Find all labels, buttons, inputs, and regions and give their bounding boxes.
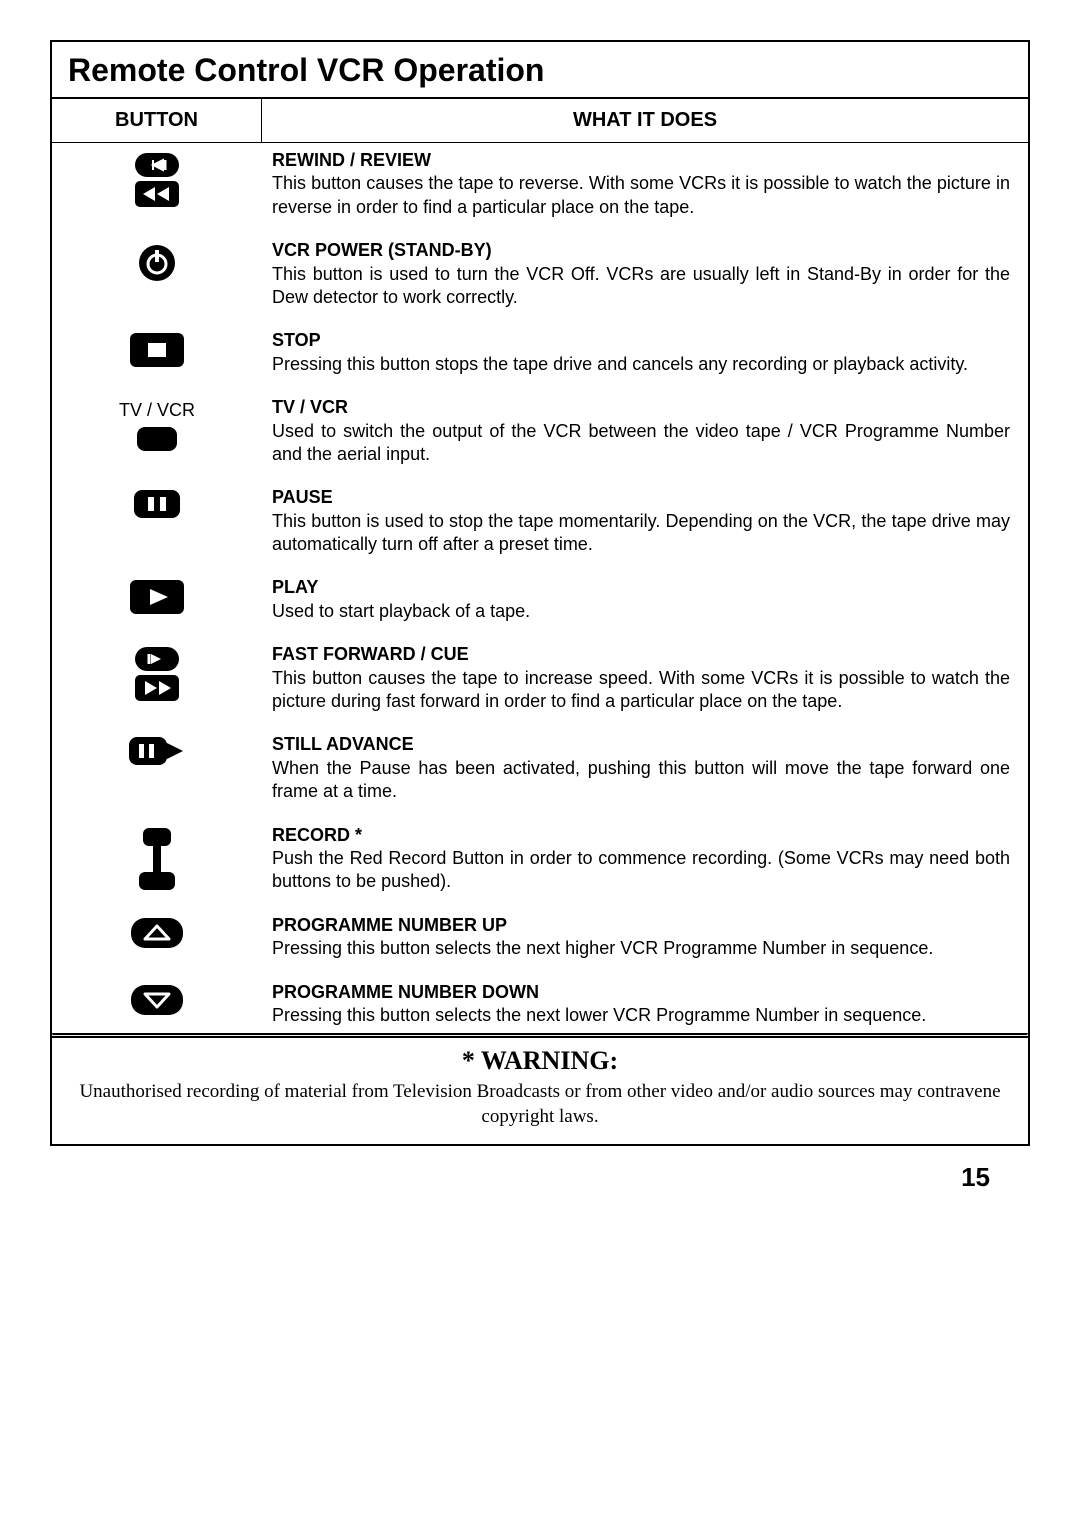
still-advance-icon xyxy=(129,737,185,765)
header-button: BUTTON xyxy=(52,99,262,142)
function-title: PLAY xyxy=(272,577,318,597)
play-icon xyxy=(130,580,184,614)
table-row: STOP Pressing this button stops the tape… xyxy=(52,323,1028,390)
function-desc: Used to start playback of a tape. xyxy=(272,601,530,621)
divider xyxy=(52,1033,1028,1036)
function-title: PROGRAMME NUMBER UP xyxy=(272,915,507,935)
function-title: FAST FORWARD / CUE xyxy=(272,644,469,664)
power-icon xyxy=(137,243,177,283)
ff-pill-icon xyxy=(135,647,179,671)
record-icon xyxy=(139,828,175,890)
page-number: 15 xyxy=(50,1146,1030,1193)
table-row: VCR POWER (STAND-BY) This button is used… xyxy=(52,233,1028,323)
manual-page: Remote Control VCR Operation BUTTON WHAT… xyxy=(50,40,1030,1038)
tvvcr-text-label: TV / VCR xyxy=(119,400,195,421)
table-row: REWIND / REVIEW This button causes the t… xyxy=(52,143,1028,233)
table-header-row: BUTTON WHAT IT DOES xyxy=(52,99,1028,143)
function-title: PAUSE xyxy=(272,487,333,507)
warning-text: Unauthorised recording of material from … xyxy=(72,1080,1008,1129)
function-desc: This button causes the tape to increase … xyxy=(272,668,1010,711)
function-title: PROGRAMME NUMBER DOWN xyxy=(272,982,539,1002)
table-row: PLAY Used to start playback of a tape. xyxy=(52,570,1028,637)
table-row: FAST FORWARD / CUE This button causes th… xyxy=(52,637,1028,727)
tvvcr-button-icon xyxy=(137,427,177,451)
table-row: STILL ADVANCE When the Pause has been ac… xyxy=(52,727,1028,817)
function-title: VCR POWER (STAND-BY) xyxy=(272,240,492,260)
rewind-pill-icon xyxy=(135,153,179,177)
prog-down-icon xyxy=(131,985,183,1015)
page-title: Remote Control VCR Operation xyxy=(52,42,1028,99)
function-desc: Used to switch the output of the VCR bet… xyxy=(272,421,1010,464)
function-title: STILL ADVANCE xyxy=(272,734,414,754)
warning-box: * WARNING: Unauthorised recording of mat… xyxy=(50,1038,1030,1145)
pause-icon xyxy=(134,490,180,518)
function-title: REWIND / REVIEW xyxy=(272,150,431,170)
table-row: PROGRAMME NUMBER DOWN Pressing this butt… xyxy=(52,975,1028,1034)
function-desc: Pressing this button selects the next lo… xyxy=(272,1005,926,1025)
function-desc: This button causes the tape to reverse. … xyxy=(272,173,1010,216)
function-title: TV / VCR xyxy=(272,397,348,417)
table-row: PAUSE This button is used to stop the ta… xyxy=(52,480,1028,570)
table-row: PROGRAMME NUMBER UP Pressing this button… xyxy=(52,908,1028,975)
table-row: RECORD * Push the Red Record Button in o… xyxy=(52,818,1028,908)
header-what: WHAT IT DOES xyxy=(262,99,1028,142)
function-desc: Pressing this button stops the tape driv… xyxy=(272,354,968,374)
function-desc: This button is used to stop the tape mom… xyxy=(272,511,1010,554)
table-row: TV / VCR TV / VCR Used to switch the out… xyxy=(52,390,1028,480)
stop-icon xyxy=(130,333,184,367)
function-desc: When the Pause has been activated, pushi… xyxy=(272,758,1010,801)
function-desc: Push the Red Record Button in order to c… xyxy=(272,848,1010,891)
warning-title: * WARNING: xyxy=(72,1046,1008,1076)
prog-up-icon xyxy=(131,918,183,948)
function-desc: This button is used to turn the VCR Off.… xyxy=(272,264,1010,307)
function-title: STOP xyxy=(272,330,321,350)
function-desc: Pressing this button selects the next hi… xyxy=(272,938,933,958)
rewind-double-arrow-icon xyxy=(135,181,179,207)
function-title: RECORD * xyxy=(272,825,362,845)
ff-double-arrow-icon xyxy=(135,675,179,701)
